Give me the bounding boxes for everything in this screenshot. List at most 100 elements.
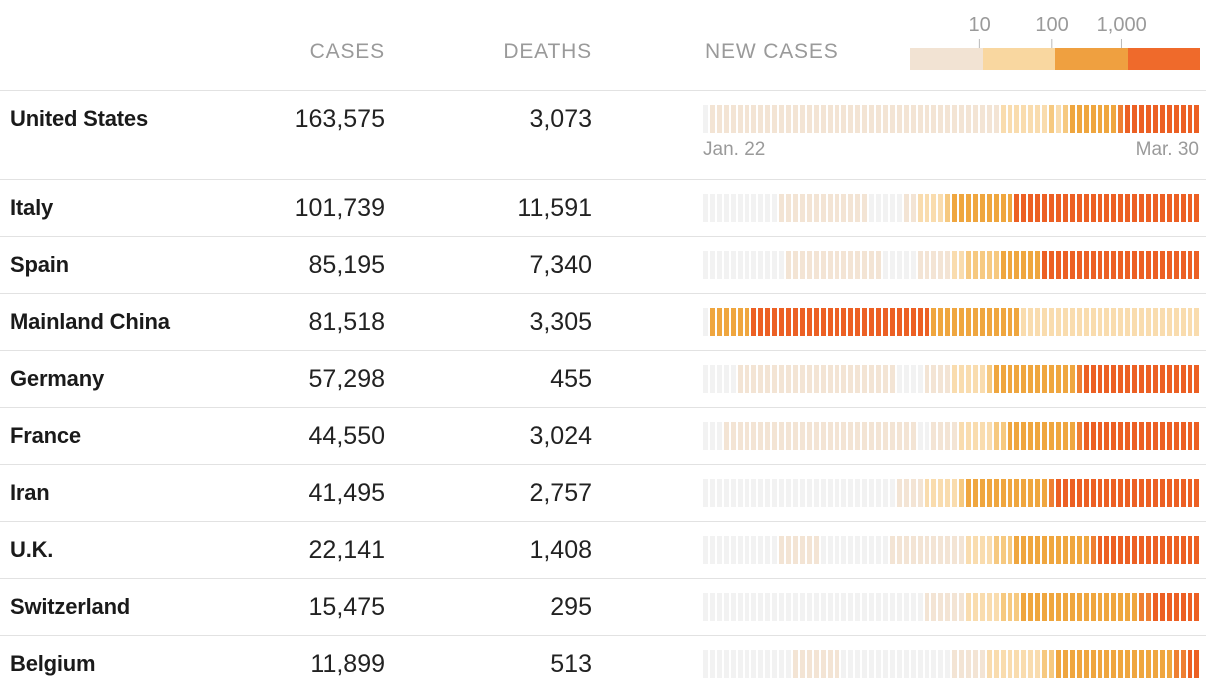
sparkline-bar — [1125, 422, 1131, 450]
sparkline-bar — [703, 422, 708, 450]
sparkline-bar — [1118, 479, 1124, 507]
table-row[interactable]: Spain 85,195 7,340 — [0, 236, 1206, 293]
sparkline-bar — [959, 308, 965, 336]
sparkline-bar — [1180, 105, 1186, 133]
table-row[interactable]: Switzerland 15,475 295 — [0, 578, 1206, 635]
sparkline-bar — [1014, 105, 1020, 133]
sparkline-bar — [1146, 105, 1151, 133]
sparkline-bar — [737, 194, 743, 222]
sparkline-bar — [765, 105, 771, 133]
sparkline-bar — [1014, 536, 1020, 564]
sparkline-bar — [952, 536, 958, 564]
sparkline-bar — [1194, 194, 1200, 222]
country-name: U.K. — [10, 537, 54, 562]
table-row[interactable]: Belgium 11,899 513 — [0, 635, 1206, 692]
table-body: United States 163,575 3,073 Jan. 22 Mar. 30 I… — [0, 90, 1206, 692]
sparkline-bar — [1111, 251, 1117, 279]
sparkline-bar — [1166, 194, 1172, 222]
table-row[interactable]: United States 163,575 3,073 Jan. 22 Mar. 30 — [0, 90, 1206, 179]
sparkline-bar — [751, 536, 757, 564]
sparkline-bar — [938, 194, 944, 222]
new-cases-sparkline — [703, 593, 1200, 621]
sparkline-bar — [993, 251, 999, 279]
table-row[interactable]: Germany 57,298 455 — [0, 350, 1206, 407]
sparkline-bar — [1194, 365, 1200, 393]
sparkline-bar — [779, 251, 785, 279]
sparkline-bar — [1187, 422, 1193, 450]
sparkline-bar — [869, 105, 875, 133]
sparkline-bar — [730, 650, 736, 678]
sparkline-bar — [910, 593, 916, 621]
sparkline-bar — [779, 194, 785, 222]
table-row[interactable]: France 44,550 3,024 — [0, 407, 1206, 464]
sparkline-bar — [1049, 479, 1055, 507]
sparkline-bar — [1187, 105, 1193, 133]
sparkline-bar — [1166, 536, 1172, 564]
sparkline-bar — [709, 105, 715, 133]
sparkline-bar — [1104, 422, 1110, 450]
sparkline-bar — [1007, 650, 1013, 678]
table-row[interactable]: U.K. 22,141 1,408 — [0, 521, 1206, 578]
deaths-value: 3,305 — [529, 308, 592, 336]
sparkline-bar — [966, 422, 971, 450]
sparkline-bar — [1187, 593, 1193, 621]
sparkline-bar — [703, 536, 708, 564]
sparkline-bar — [723, 308, 729, 336]
sparkline-bar — [1146, 251, 1151, 279]
sparkline-bar — [1000, 479, 1006, 507]
sparkline-bar — [703, 194, 708, 222]
sparkline-bar — [772, 422, 778, 450]
sparkline-bar — [882, 251, 888, 279]
legend-tick-label: 1,000 — [1096, 14, 1147, 36]
sparkline-bar — [737, 650, 743, 678]
sparkline-bar — [862, 593, 868, 621]
sparkline-bar — [1173, 422, 1179, 450]
sparkline-bar — [1152, 422, 1158, 450]
sparkline-bar — [876, 593, 881, 621]
sparkline-bar — [1021, 479, 1027, 507]
cases-value: 44,550 — [308, 422, 385, 450]
sparkline-bar — [917, 308, 923, 336]
sparkline-bar — [1056, 251, 1061, 279]
sparkline-bar — [945, 479, 951, 507]
sparkline-bar — [938, 593, 944, 621]
cases-value: 85,195 — [308, 251, 385, 279]
sparkline-bar — [1028, 365, 1034, 393]
sparkline-bar — [1125, 105, 1131, 133]
cases-value: 57,298 — [308, 365, 385, 393]
sparkline-bar — [862, 536, 868, 564]
sparkline-bar — [792, 536, 798, 564]
sparkline-bar — [1083, 308, 1089, 336]
sparkline-bar — [1173, 593, 1179, 621]
sparkline-bar — [1000, 105, 1006, 133]
sparkline-bar — [1049, 194, 1055, 222]
sparkline-bar — [820, 650, 826, 678]
table-row[interactable]: Italy 101,739 11,591 — [0, 179, 1206, 236]
sparkline-bar — [1069, 251, 1075, 279]
sparkline-bar — [820, 105, 826, 133]
sparkline-bar — [792, 105, 798, 133]
sparkline-bar — [1132, 365, 1138, 393]
sparkline-bar — [792, 251, 798, 279]
sparkline-bar — [931, 422, 937, 450]
sparkline-bar — [1042, 536, 1048, 564]
table-row[interactable]: Mainland China 81,518 3,305 — [0, 293, 1206, 350]
sparkline-bar — [799, 105, 805, 133]
sparkline-bar — [1139, 194, 1144, 222]
sparkline-bar — [1159, 536, 1165, 564]
table-row[interactable]: Iran 41,495 2,757 — [0, 464, 1206, 521]
sparkline-bar — [1035, 650, 1041, 678]
sparkline-bar — [876, 194, 881, 222]
sparkline-bar — [799, 194, 805, 222]
sparkline-bar — [786, 194, 791, 222]
sparkline-bar — [910, 536, 916, 564]
sparkline-bar — [1035, 308, 1041, 336]
sparkline-bar — [910, 422, 916, 450]
sparkline-bar — [827, 194, 833, 222]
sparkline-bar — [979, 365, 985, 393]
sparkline-bar — [758, 479, 764, 507]
sparkline-bar — [1097, 251, 1103, 279]
sparkline-bar — [966, 105, 971, 133]
sparkline-bar — [1097, 593, 1103, 621]
sparkline-bar — [1159, 422, 1165, 450]
